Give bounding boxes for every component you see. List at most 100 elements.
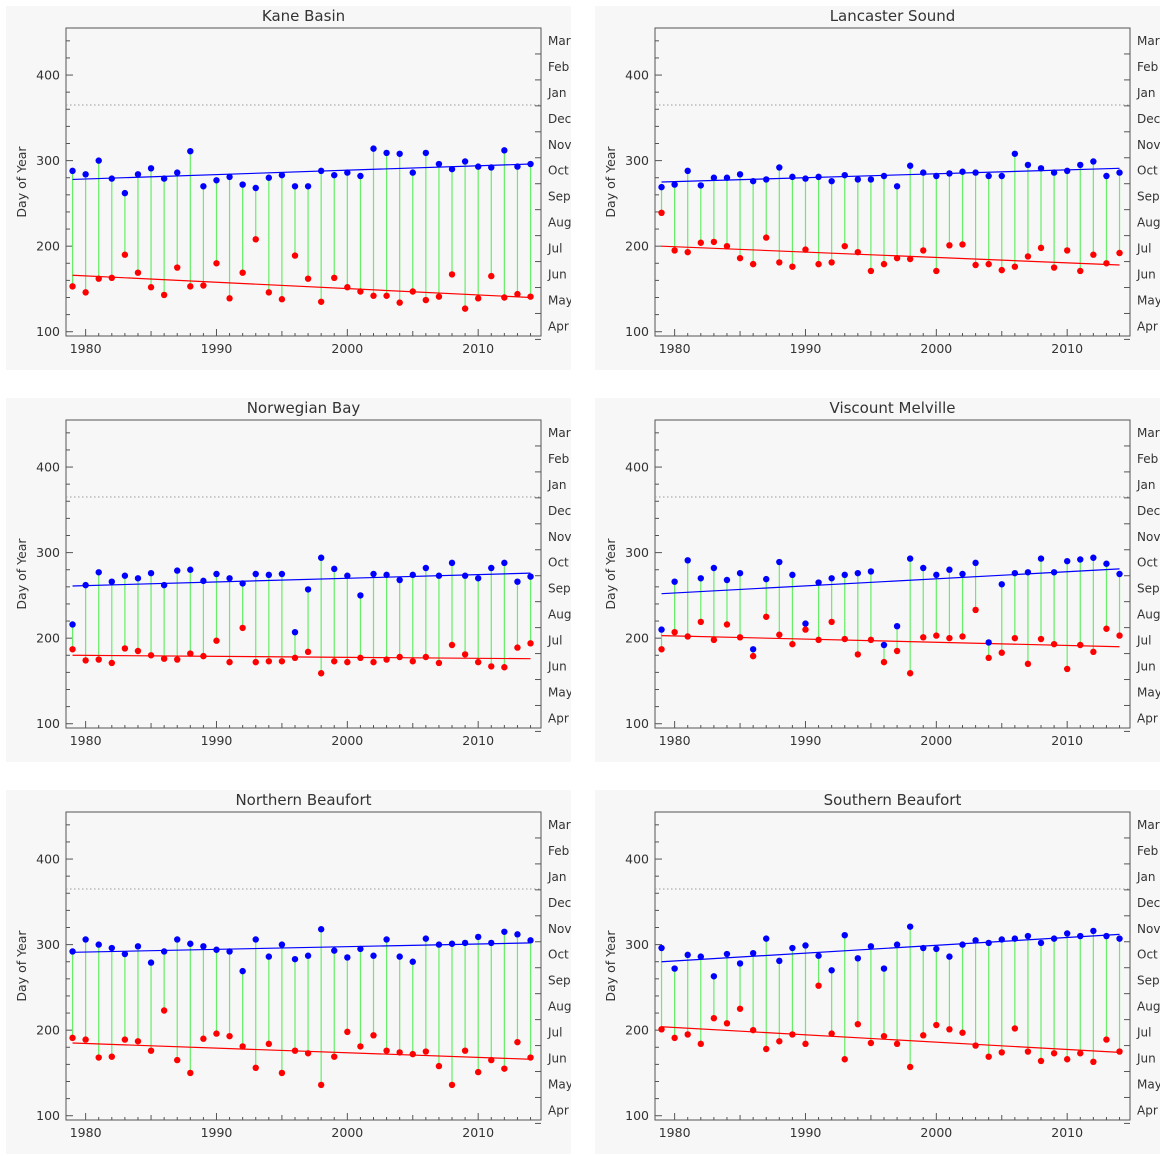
breakup-point	[436, 660, 442, 666]
freeze-point	[737, 171, 743, 177]
freeze-point	[1038, 165, 1044, 171]
month-label: Apr	[1137, 1103, 1158, 1117]
breakup-point	[933, 1022, 939, 1028]
breakup-point	[423, 297, 429, 303]
month-label: Apr	[548, 711, 569, 725]
month-label: Apr	[1137, 319, 1158, 333]
breakup-point	[488, 663, 494, 669]
breakup-point	[985, 655, 991, 661]
freeze-point	[331, 566, 337, 572]
freeze-point	[737, 570, 743, 576]
breakup-point	[855, 651, 861, 657]
freeze-point	[1012, 935, 1018, 941]
breakup-point	[789, 641, 795, 647]
x-tick-label: 1990	[201, 733, 233, 748]
panel-background	[6, 6, 571, 370]
breakup-point	[907, 1064, 913, 1070]
freeze-point	[305, 586, 311, 592]
freeze-point	[253, 936, 259, 942]
y-tick-label: 100	[36, 1108, 60, 1123]
freeze-point	[815, 579, 821, 585]
y-tick-label: 100	[625, 324, 649, 339]
freeze-point	[449, 941, 455, 947]
breakup-point	[331, 658, 337, 664]
month-label: May	[548, 685, 571, 699]
y-tick-label: 400	[625, 852, 649, 867]
freeze-point	[370, 571, 376, 577]
breakup-point	[501, 294, 507, 300]
month-label: Aug	[1137, 216, 1160, 230]
chart-title: Lancaster Sound	[830, 7, 956, 25]
chart-svg: Lancaster Sound 100 200 300 400 Day of Year Ap…	[595, 6, 1160, 370]
y-tick-label: 100	[625, 716, 649, 731]
month-label: Jul	[1136, 634, 1151, 648]
freeze-point	[1116, 169, 1122, 175]
breakup-point	[383, 656, 389, 662]
y-axis-label: Day of Year	[14, 538, 29, 610]
freeze-point	[318, 555, 324, 561]
freeze-point	[174, 169, 180, 175]
freeze-point	[305, 953, 311, 959]
month-label: Nov	[1137, 922, 1160, 936]
breakup-point	[410, 658, 416, 664]
x-tick-label: 1990	[201, 341, 233, 356]
month-label: Jul	[1136, 242, 1151, 256]
freeze-point	[920, 565, 926, 571]
breakup-point	[527, 640, 533, 646]
freeze-point	[815, 953, 821, 959]
breakup-point	[802, 1041, 808, 1047]
breakup-point	[148, 1048, 154, 1054]
breakup-point	[200, 653, 206, 659]
freeze-point	[1051, 169, 1057, 175]
month-label: Feb	[548, 452, 569, 466]
freeze-point	[370, 145, 376, 151]
freeze-point	[1077, 556, 1083, 562]
x-tick-label: 2000	[920, 733, 952, 748]
freeze-point	[828, 575, 834, 581]
freeze-point	[410, 959, 416, 965]
breakup-point	[658, 1026, 664, 1032]
freeze-point	[972, 937, 978, 943]
x-tick-label: 2010	[1051, 1125, 1083, 1140]
breakup-point	[253, 659, 259, 665]
freeze-point	[462, 573, 468, 579]
breakup-point	[82, 657, 88, 663]
freeze-point	[514, 163, 520, 169]
y-tick-label: 100	[36, 324, 60, 339]
breakup-point	[253, 236, 259, 242]
breakup-point	[907, 256, 913, 262]
breakup-point	[946, 242, 952, 248]
breakup-point	[357, 288, 363, 294]
freeze-point	[423, 150, 429, 156]
breakup-point	[972, 1042, 978, 1048]
freeze-point	[1025, 569, 1031, 575]
freeze-point	[1051, 935, 1057, 941]
freeze-point	[658, 945, 664, 951]
x-tick-label: 1980	[659, 733, 691, 748]
breakup-point	[959, 241, 965, 247]
month-label: Mar	[1137, 818, 1160, 832]
month-label: Sep	[548, 582, 571, 596]
freeze-point	[436, 573, 442, 579]
freeze-point	[69, 948, 75, 954]
freeze-point	[842, 572, 848, 578]
freeze-point	[370, 953, 376, 959]
month-label: Jan	[547, 870, 567, 884]
month-label: Sep	[1137, 190, 1160, 204]
freeze-point	[855, 176, 861, 182]
breakup-point	[842, 636, 848, 642]
breakup-point	[1064, 247, 1070, 253]
breakup-point	[161, 292, 167, 298]
breakup-point	[1116, 1048, 1122, 1054]
breakup-point	[1090, 252, 1096, 258]
breakup-point	[1077, 1050, 1083, 1056]
freeze-point	[135, 575, 141, 581]
breakup-point	[868, 1040, 874, 1046]
breakup-point	[776, 1038, 782, 1044]
breakup-point	[410, 288, 416, 294]
breakup-point	[226, 1033, 232, 1039]
month-label: Aug	[1137, 608, 1160, 622]
breakup-point	[1012, 264, 1018, 270]
breakup-point	[815, 261, 821, 267]
breakup-point	[1116, 632, 1122, 638]
